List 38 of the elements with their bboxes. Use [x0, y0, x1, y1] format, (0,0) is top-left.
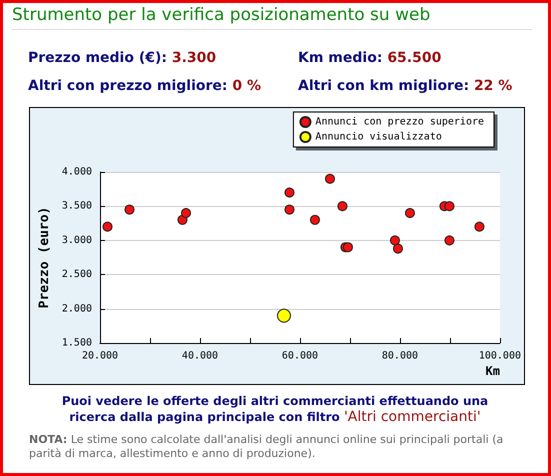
x-tick-label: 60.000	[282, 350, 318, 362]
text: NOTA: Le stime sono calcolate dall'analisi degli annunci online sui principali portali (a parità di marca, allestimento e anno di produzione).	[29, 433, 504, 460]
point	[124, 204, 134, 215]
x-tick-label: 20.000	[82, 350, 118, 362]
point	[444, 201, 454, 212]
point	[404, 208, 415, 218]
y-tick-label: 2.500	[62, 269, 92, 280]
point	[390, 235, 400, 246]
point	[310, 214, 320, 225]
legend-label: Annunci con prezzo superiore	[315, 116, 484, 128]
point	[276, 308, 291, 323]
x-tick-label: 100.000	[478, 350, 522, 362]
x-tick-label: 80.000	[382, 350, 418, 362]
text: Altri con prezzo migliore: 0 %	[28, 78, 262, 94]
x-tick-label: 40.000	[182, 350, 218, 362]
text: Km medio: 65.500	[298, 50, 442, 66]
point	[342, 242, 353, 252]
point	[474, 222, 484, 232]
text: Prezzo medio (€): 3.300	[28, 50, 216, 66]
y-tick-label: 2.000	[62, 303, 92, 314]
point	[392, 244, 403, 254]
text: Puoi vedere le offerte degli altri commercianti effettuando una ricerca dalla pagina principale con filtro 'Altri commercianti'	[62, 394, 488, 425]
y-tick-label: 3.500	[62, 200, 92, 212]
x-axis-title: Km	[485, 364, 500, 378]
point	[180, 208, 191, 218]
chart-title: Strumento per la verifica posizionamento su web	[12, 5, 532, 30]
point	[284, 188, 294, 198]
point	[284, 204, 294, 215]
text: Altri con km migliore: 22 %	[298, 78, 512, 94]
legend-label: Annuncio visualizzato	[315, 132, 442, 142]
point	[444, 235, 454, 246]
point	[102, 222, 112, 232]
y-tick-label: 3.000	[62, 234, 92, 246]
y-axis-title: Prezzo (euro)	[37, 206, 52, 308]
point	[337, 201, 348, 212]
y-tick-label: 4.000	[62, 166, 92, 178]
point	[324, 174, 335, 184]
y-tick-label: 1.500	[62, 338, 92, 348]
